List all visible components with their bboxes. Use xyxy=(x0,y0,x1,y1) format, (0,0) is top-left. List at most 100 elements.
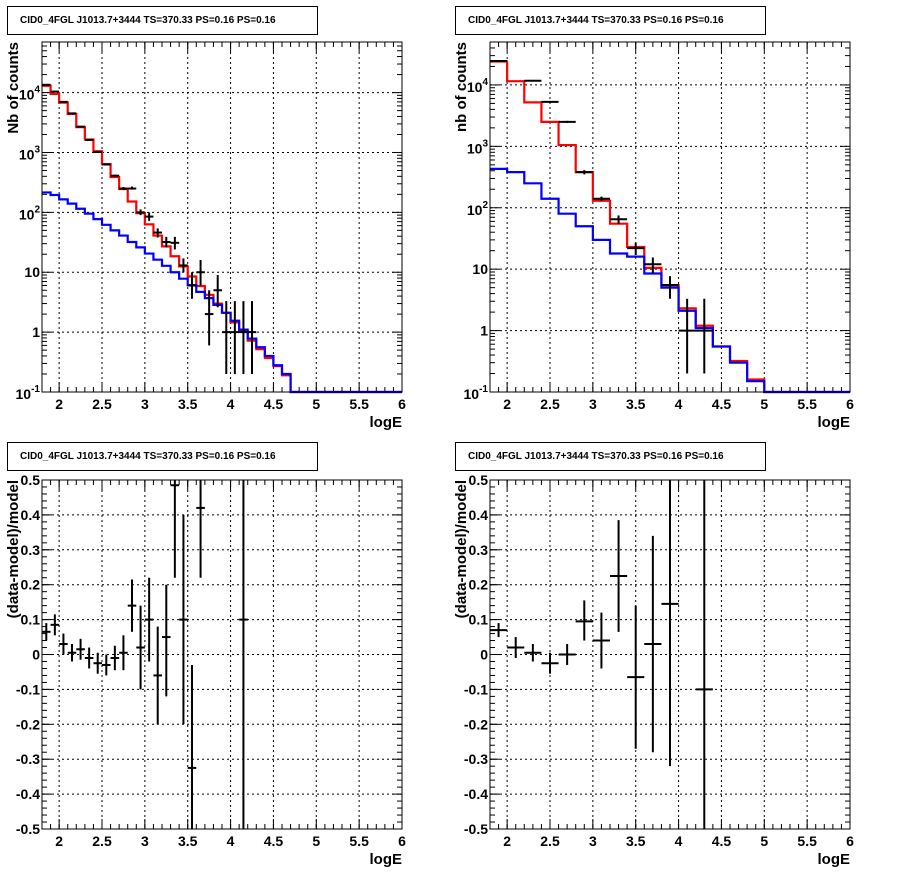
plot-frame xyxy=(41,479,403,830)
x-tick-label: 5 xyxy=(760,396,768,412)
data-point xyxy=(170,236,180,250)
data-point xyxy=(213,274,222,308)
x-tick-label: 5 xyxy=(760,833,768,849)
x-tick-label: 4 xyxy=(675,833,683,849)
data-point xyxy=(110,645,120,671)
x-tick-label: 2 xyxy=(55,833,63,849)
data-point xyxy=(179,258,188,273)
y-tick-label: 0.3 xyxy=(469,542,489,558)
data-point xyxy=(196,260,205,286)
y-tick-label: 0.2 xyxy=(469,577,489,593)
x-tick-label: 5.5 xyxy=(349,396,369,412)
data-point xyxy=(136,209,145,216)
x-tick-label: 5.5 xyxy=(349,833,369,849)
y-tick-label: -0.1 xyxy=(464,681,488,697)
x-tick-label: 4.5 xyxy=(712,833,732,849)
y-tick-label: -0.2 xyxy=(16,716,40,732)
data-point xyxy=(127,186,137,190)
y-tick-label: 0.1 xyxy=(469,612,489,628)
data-point xyxy=(247,301,257,374)
x-tick-label: 2 xyxy=(503,833,511,849)
plot-frame xyxy=(489,479,851,830)
data-point xyxy=(102,163,111,166)
y-tick-label: 0.5 xyxy=(469,472,489,488)
x-tick-label: 3.5 xyxy=(626,833,646,849)
data-point xyxy=(490,623,508,638)
y-tick-label: -0.4 xyxy=(464,786,488,802)
y-tick-label: -0.5 xyxy=(464,821,488,837)
data-point xyxy=(204,290,214,346)
data-point xyxy=(162,236,171,248)
data-point xyxy=(67,112,77,115)
x-tick-label: 2.5 xyxy=(92,833,112,849)
y-tick-label: 102 xyxy=(467,200,489,218)
panel-title-bottom-right: CID0_4FGL J1013.7+3444 TS=370.33 PS=0.16… xyxy=(455,442,766,471)
y-tick-label: -0.3 xyxy=(464,751,488,767)
y-tick-label: 10-1 xyxy=(16,384,41,402)
y-tick-label: -0.5 xyxy=(16,821,40,837)
y-axis-label: (data-model)/model xyxy=(5,480,22,618)
data-point xyxy=(644,257,662,274)
data-point xyxy=(84,647,94,669)
x-tick-label: 2.5 xyxy=(540,833,560,849)
data-point xyxy=(187,664,197,829)
plot-frame xyxy=(489,41,851,393)
data-point xyxy=(119,635,128,671)
y-tick-label: 102 xyxy=(19,204,41,222)
data-point xyxy=(575,170,593,175)
data-point xyxy=(102,654,111,676)
y-axis-label: (data-model)/model xyxy=(453,480,470,618)
data-point xyxy=(575,600,593,641)
data-point xyxy=(84,138,94,141)
data-point xyxy=(93,150,102,153)
x-tick-label: 2 xyxy=(55,396,63,412)
data-point xyxy=(524,79,542,82)
x-tick-label: 5 xyxy=(312,396,320,412)
data-point xyxy=(144,212,154,221)
y-tick-label: 0.5 xyxy=(21,472,41,488)
x-tick-label: 4 xyxy=(227,396,235,412)
chart-panel-bottom-left: 2 2.5 3 3.5 4 4.5 5 5.5 6 -0.5 -0.4 -0.3 -0.2 -0.1 0 0.… xyxy=(5,472,406,868)
data-point xyxy=(627,242,645,256)
y-tick-label: -0.4 xyxy=(16,786,40,802)
data-point xyxy=(541,652,559,674)
x-axis-label: logE xyxy=(370,851,403,868)
x-axis-label: logE xyxy=(818,851,851,868)
y-tick-label: 0 xyxy=(480,647,488,663)
data-point xyxy=(50,90,60,93)
chart-panel-bottom-right: 2 2.5 3 3.5 4 4.5 5 5.5 6 -0.5 -0.4 -0.3 -0.2 -0.1 0 0.… xyxy=(453,472,854,868)
data-point xyxy=(93,652,102,674)
data-point xyxy=(50,614,60,636)
data-point xyxy=(42,83,51,86)
x-tick-label: 3 xyxy=(589,833,597,849)
data-point xyxy=(59,100,68,103)
data-point xyxy=(610,520,628,632)
data-point xyxy=(558,644,576,665)
y-tick-label: 103 xyxy=(19,144,41,162)
data-point xyxy=(507,637,525,658)
y-tick-label: 0.4 xyxy=(469,507,489,523)
x-tick-label: 3 xyxy=(141,396,149,412)
series-line-total-model xyxy=(42,84,402,394)
panel-title-top-right: CID0_4FGL J1013.7+3444 TS=370.33 PS=0.16… xyxy=(455,6,766,35)
data-point xyxy=(490,60,508,63)
x-axis-label: logE xyxy=(818,414,851,431)
x-tick-label: 6 xyxy=(398,396,406,412)
y-tick-label: 10 xyxy=(472,261,488,277)
data-point xyxy=(76,125,85,128)
y-tick-label: 0 xyxy=(32,647,40,663)
y-tick-label: 0.3 xyxy=(21,542,41,558)
data-point xyxy=(162,584,171,697)
y-tick-label: -0.3 xyxy=(16,751,40,767)
data-point xyxy=(524,644,542,662)
x-tick-label: 3 xyxy=(141,833,149,849)
y-tick-label: 104 xyxy=(467,77,489,95)
panel-title-bottom-left: CID0_4FGL J1013.7+3444 TS=370.33 PS=0.16… xyxy=(7,442,318,471)
data-point xyxy=(42,623,51,641)
data-point xyxy=(558,120,576,123)
data-point xyxy=(127,579,137,632)
data-point xyxy=(59,633,68,655)
x-tick-label: 6 xyxy=(398,833,406,849)
x-tick-label: 2.5 xyxy=(540,396,560,412)
